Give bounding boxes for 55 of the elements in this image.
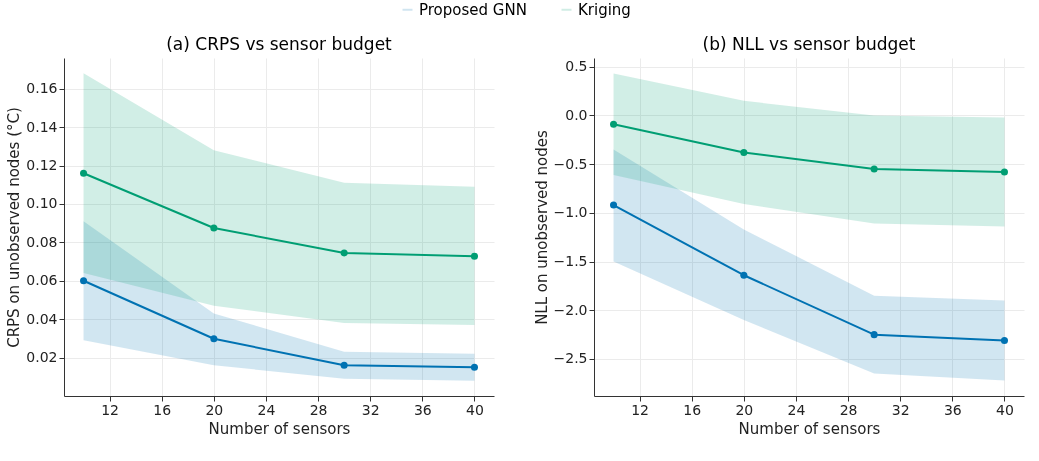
chart-title: (a) CRPS vs sensor budget (166, 34, 393, 54)
y-tick-label: 0.08 (26, 233, 58, 250)
point (1000, 336, 1008, 345)
point (210, 335, 218, 343)
point (340, 361, 348, 369)
y-tick-label: 0.16 (26, 80, 58, 97)
x-tick-label: 28 (309, 401, 328, 418)
point (210, 224, 218, 232)
x-tick-label: 16 (683, 401, 702, 418)
x-tick-label: 36 (943, 401, 962, 418)
y-tick-label: −2.0 (553, 301, 588, 318)
x-tick-label: 20 (735, 401, 754, 418)
x-tick-label: 40 (996, 401, 1014, 418)
point (1000, 168, 1008, 176)
x-tick-label: 12 (631, 401, 650, 418)
x-tick-label: 36 (413, 401, 432, 418)
y-axis-title: NLL on unobserved nodes (532, 129, 551, 325)
point (740, 271, 748, 279)
x-axis-title: Number of sensors (738, 419, 881, 438)
point (610, 201, 618, 209)
x-tick-label: 12 (101, 401, 120, 418)
x-tick-label: 20 (205, 401, 224, 418)
point (470, 252, 478, 260)
x-tick-label: 40 (466, 401, 484, 418)
point (610, 120, 618, 128)
y-tick-label: 0.02 (26, 349, 58, 366)
point (80, 277, 88, 285)
y-tick-label: −0.5 (553, 155, 588, 172)
y-tick-label: −2.5 (553, 350, 588, 367)
y-tick-label: −1.0 (553, 204, 588, 221)
x-tick-label: 24 (787, 401, 806, 418)
x-tick-label: 16 (153, 401, 172, 418)
y-tick-label: 0.06 (26, 272, 58, 289)
y-tick-label: 0.12 (26, 157, 58, 174)
point (80, 169, 88, 177)
y-axis-title: CRPS on unobserved nodes (°C) (5, 107, 24, 348)
y-tick-label: −1.5 (553, 253, 588, 270)
y-tick-label: 0.5 (565, 58, 588, 75)
point (470, 363, 478, 371)
x-tick-label: 32 (361, 401, 380, 418)
y-tick-label: 0.0 (565, 106, 588, 123)
y-tick-label: 0.04 (26, 310, 58, 327)
y-tick-label: 0.10 (26, 195, 58, 212)
chart-title: (b) NLL vs sensor budget (702, 34, 916, 54)
y-tick-label: 0.14 (26, 118, 58, 135)
point (340, 249, 348, 257)
point (870, 331, 878, 339)
legend-label: Kriging (578, 0, 631, 19)
point (740, 148, 748, 157)
x-axis-title: Number of sensors (208, 419, 351, 438)
x-tick-label: 28 (839, 401, 858, 418)
x-tick-label: 32 (891, 401, 910, 418)
legend-label: Proposed GNN (419, 0, 527, 19)
x-tick-label: 24 (257, 401, 276, 418)
point (870, 165, 878, 173)
